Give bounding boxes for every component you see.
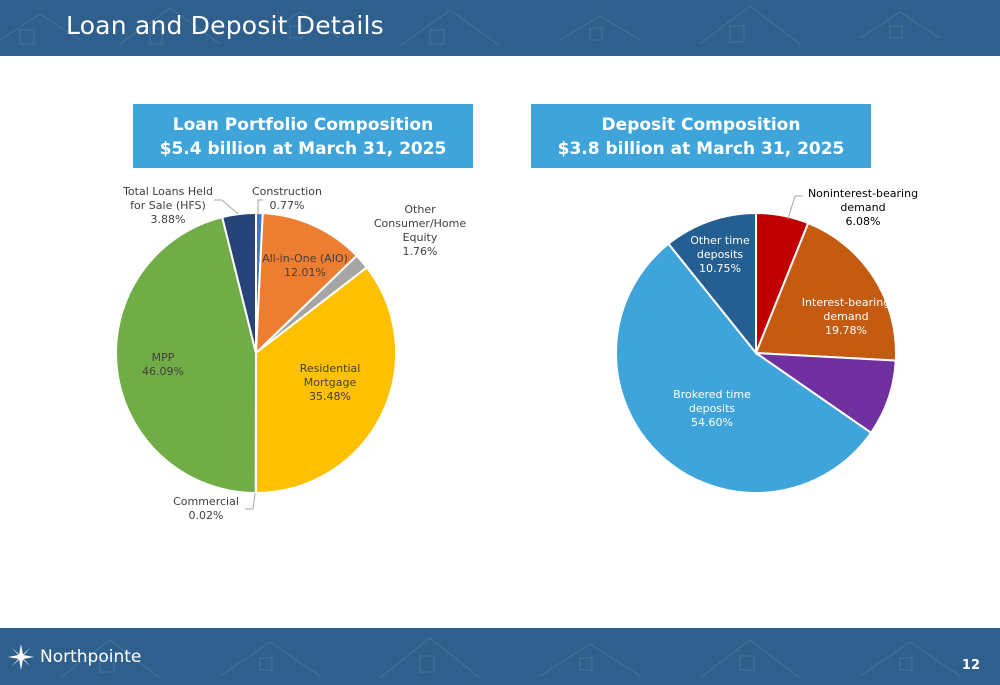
deposit-slice-value-4: 10.75% bbox=[699, 262, 741, 275]
loan-slice-label-6: Total Loans Held bbox=[122, 185, 213, 198]
loan-slice-label-0: Construction bbox=[252, 185, 322, 198]
loan-slice-value-1: 12.01% bbox=[284, 266, 326, 279]
loan-slice-value-0: 0.77% bbox=[270, 199, 305, 212]
deposit-chart-title: Deposit Composition bbox=[601, 115, 801, 135]
loan-slice-label-1: All-in-One (AIO) bbox=[262, 252, 348, 265]
deposit-slice-label-4: Other time bbox=[690, 234, 750, 247]
loan-slice-label-4: Commercial bbox=[173, 495, 239, 508]
loan-leader-line-6 bbox=[214, 199, 239, 215]
deposit-slice-value-0: 6.08% bbox=[846, 215, 881, 228]
loan-slice-value-2: 1.76% bbox=[403, 245, 438, 258]
deposit-slice-label-1: Interest-bearing bbox=[802, 296, 890, 309]
footer-bar: Northpointe 12 bbox=[0, 628, 1000, 685]
loan-slice-1 bbox=[254, 212, 359, 356]
loan-slice-value-3: 35.48% bbox=[309, 390, 351, 403]
deposit-slice-label-3: deposits bbox=[689, 402, 736, 415]
loan-slice-value-6: 3.88% bbox=[151, 213, 186, 226]
logo-text: Northpointe bbox=[40, 647, 142, 667]
deposit-slice-label-0: demand bbox=[840, 201, 885, 214]
loan-slice-5 bbox=[115, 215, 258, 495]
loan-slice-value-4: 0.02% bbox=[189, 509, 224, 522]
deposit-chart-header: Deposit Composition $3.8 billion at Marc… bbox=[531, 104, 871, 168]
deposit-leader-line-0 bbox=[787, 195, 803, 220]
deposit-slice-label-3: Brokered time bbox=[673, 388, 751, 401]
loan-leader-line-0 bbox=[257, 199, 263, 214]
loan-slice-label-2: Equity bbox=[403, 231, 438, 244]
loan-slice-value-5: 46.09% bbox=[142, 365, 184, 378]
header-banner: Loan and Deposit Details bbox=[0, 0, 1000, 56]
footer-houses-illustration bbox=[59, 637, 961, 679]
deposit-slice-1 bbox=[754, 221, 897, 362]
loan-slice-6 bbox=[220, 211, 257, 354]
loan-slice-label-2: Other bbox=[404, 203, 436, 216]
houses-illustration bbox=[0, 5, 941, 47]
deposit-slice-label-4: deposits bbox=[697, 248, 744, 261]
loan-slice-label-3: Mortgage bbox=[304, 376, 357, 389]
deposit-slice-label-0: Noninterest-bearing bbox=[808, 187, 918, 200]
loan-leader-line-4 bbox=[245, 492, 256, 510]
deposit-slice-value-3: 54.60% bbox=[691, 416, 733, 429]
loan-chart-title: Loan Portfolio Composition bbox=[172, 115, 434, 135]
page-title: Loan and Deposit Details bbox=[66, 11, 384, 40]
loan-chart-header: Loan Portfolio Composition $5.4 billion … bbox=[133, 104, 473, 168]
deposit-chart-subtitle: $3.8 billion at March 31, 2025 bbox=[557, 139, 845, 159]
deposit-slice-4 bbox=[667, 211, 757, 356]
deposit-slice-3 bbox=[615, 242, 873, 494]
loan-slice-label-2: Consumer/Home bbox=[374, 217, 467, 230]
loan-chart-subtitle: $5.4 billion at March 31, 2025 bbox=[159, 139, 447, 159]
page-number: 12 bbox=[961, 658, 980, 673]
loan-slice-3 bbox=[254, 266, 397, 495]
deposit-slice-value-1: 19.78% bbox=[825, 324, 867, 337]
northpointe-logo: Northpointe bbox=[8, 644, 141, 670]
loan-slice-label-5: MPP bbox=[152, 351, 175, 364]
loan-slice-label-6: for Sale (HFS) bbox=[130, 199, 206, 212]
deposit-slice-label-1: demand bbox=[823, 310, 868, 323]
compass-star-icon bbox=[8, 644, 34, 670]
loan-slice-label-3: Residential bbox=[300, 362, 361, 375]
